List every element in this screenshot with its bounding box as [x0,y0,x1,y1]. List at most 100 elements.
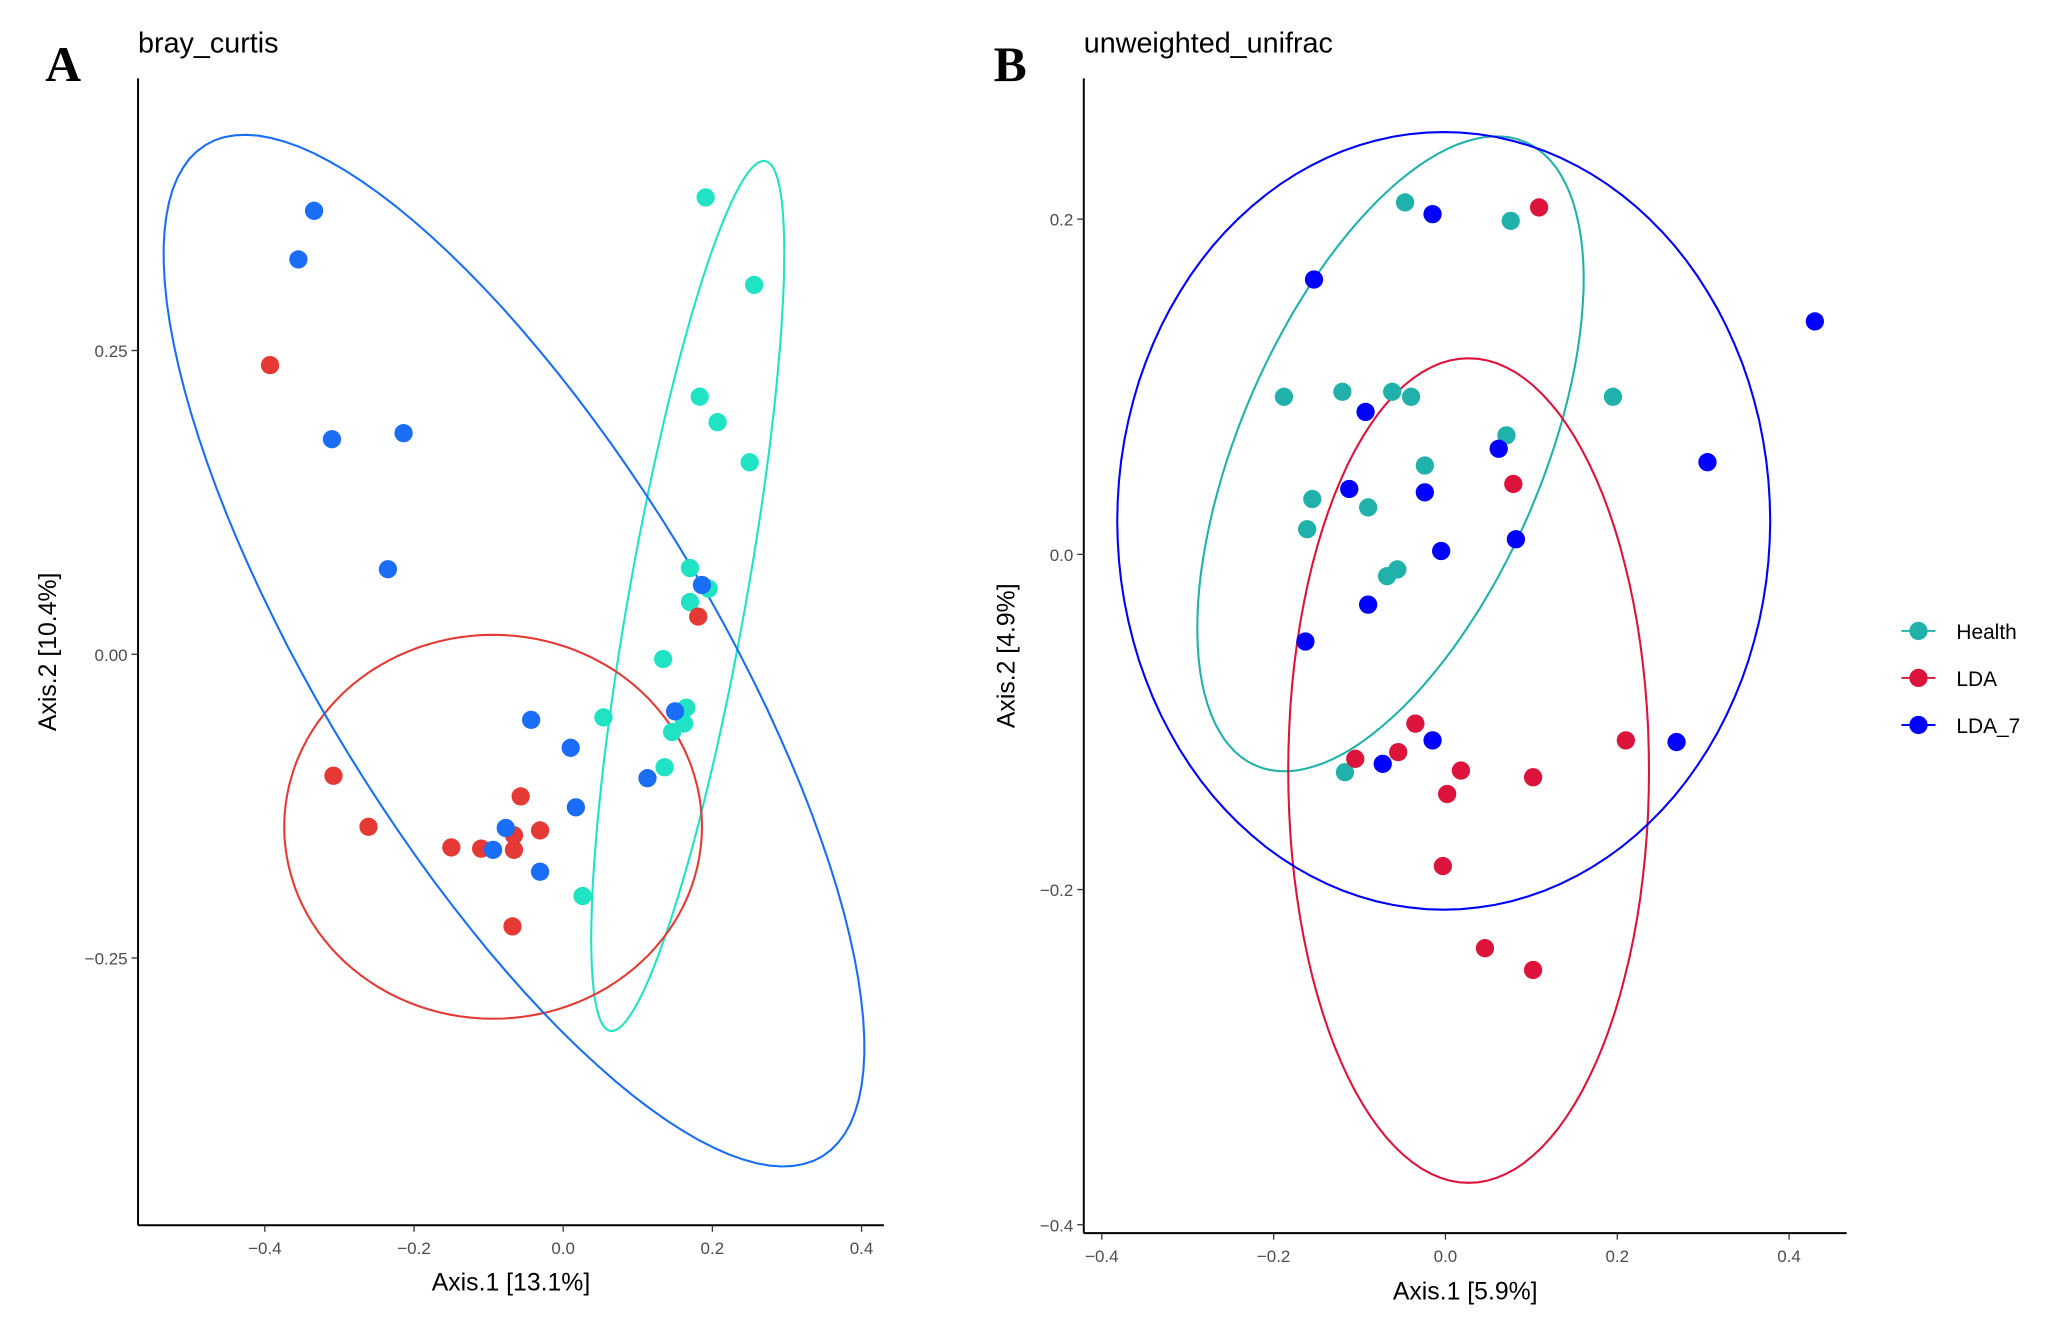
x-tick-label: −0.4 [248,1239,282,1258]
legend-label: LDA_7 [1956,715,2020,738]
point-lda_7 [521,710,541,730]
ellipse-lda_7 [1116,131,1772,911]
point-health [1501,211,1520,230]
point-lda_7 [496,818,515,838]
point-health [690,387,709,406]
point-lda [1504,474,1523,494]
point-health [1297,520,1317,539]
point-lda_7 [1423,204,1442,224]
point-lda_7 [530,862,550,881]
point-lda [503,917,522,936]
point-lda_7 [566,798,586,817]
point-lda_7 [394,423,413,443]
point-health [662,722,682,742]
x-tick-label: −0.2 [1257,1247,1291,1266]
point-health [1401,387,1421,406]
point-lda_7 [561,738,580,757]
point-lda_7 [1415,483,1434,502]
point-lda_7 [638,769,657,788]
point-lda [1616,731,1636,750]
x-tick-label: 0.2 [1605,1247,1629,1266]
point-health [1303,489,1322,509]
x-axis-label: Axis.1 [5.9%] [1393,1279,1538,1306]
point-lda_7 [1356,402,1375,422]
point-lda_7 [1489,439,1508,458]
point-lda [1389,742,1408,762]
ellipse-lda_7 [162,133,866,1168]
x-tick-label: 0.4 [850,1239,874,1258]
point-health [1415,456,1434,475]
point-lda [511,787,530,806]
x-tick-label: 0.4 [1777,1247,1801,1266]
ellipse-lda [283,633,704,1020]
point-lda [689,607,708,626]
ellipse-lda [1287,357,1651,1184]
point-health [740,453,759,472]
ellipse-health [1196,135,1585,773]
x-tick-label: 0.0 [551,1239,575,1258]
point-lda [1523,768,1543,787]
point-lda [324,766,343,785]
point-health [1388,560,1407,579]
point-health [1333,382,1352,401]
point-health [1603,387,1623,406]
x-tick-label: 0.0 [1434,1247,1458,1266]
legend-key-lda_7 [1909,715,1928,735]
point-lda [260,355,280,375]
legend-key-lda [1909,668,1928,688]
point-lda_7 [692,575,712,595]
chart-title: unweighted_unifrac [1084,27,1333,59]
y-tick-label: 0.0 [1050,546,1074,565]
point-health [708,413,727,432]
point-lda [530,821,550,840]
y-tick-label: 0.2 [1050,211,1074,230]
point-lda_7 [1373,754,1392,773]
point-lda_7 [483,840,503,860]
chart-title: bray_curtis [138,27,278,59]
x-tick-label: −0.2 [397,1239,431,1258]
point-health [594,708,613,727]
panel-label: B [994,37,1027,92]
point-lda [1529,198,1549,217]
point-health [696,188,715,207]
point-health [1497,426,1516,445]
point-lda_7 [665,702,685,721]
point-lda [1523,960,1543,980]
point-health [1395,193,1415,212]
point-health [1335,763,1355,782]
point-lda_7 [1340,479,1359,499]
panel-label: A [45,37,81,92]
point-health [573,886,592,906]
point-lda_7 [1423,731,1442,750]
legend-label: LDA [1956,668,1997,691]
point-health [744,275,764,295]
point-lda [442,838,461,857]
point-lda [1475,939,1495,958]
legend-label: Health [1956,621,2016,644]
point-lda_7 [304,201,324,220]
point-lda_7 [322,430,342,449]
point-health [654,649,673,669]
point-lda_7 [1358,595,1378,614]
y-tick-label: 0.00 [95,646,128,665]
point-health [655,758,674,777]
point-lda_7 [1506,530,1526,549]
point-lda [1438,784,1457,804]
y-axis-label: Axis.2 [10.4%] [35,573,62,732]
point-lda_7 [1667,732,1686,752]
point-lda_7 [1698,453,1717,472]
point-health [1274,387,1294,406]
legend-key-health [1909,621,1928,641]
x-tick-label: −0.4 [1085,1247,1119,1266]
point-health [1358,498,1378,517]
point-lda_7 [1432,541,1451,561]
point-lda_7 [378,560,398,579]
point-lda [504,840,524,860]
point-lda [1433,856,1453,876]
point-lda_7 [1296,632,1315,651]
point-health [680,592,700,612]
point-lda [1406,714,1425,733]
